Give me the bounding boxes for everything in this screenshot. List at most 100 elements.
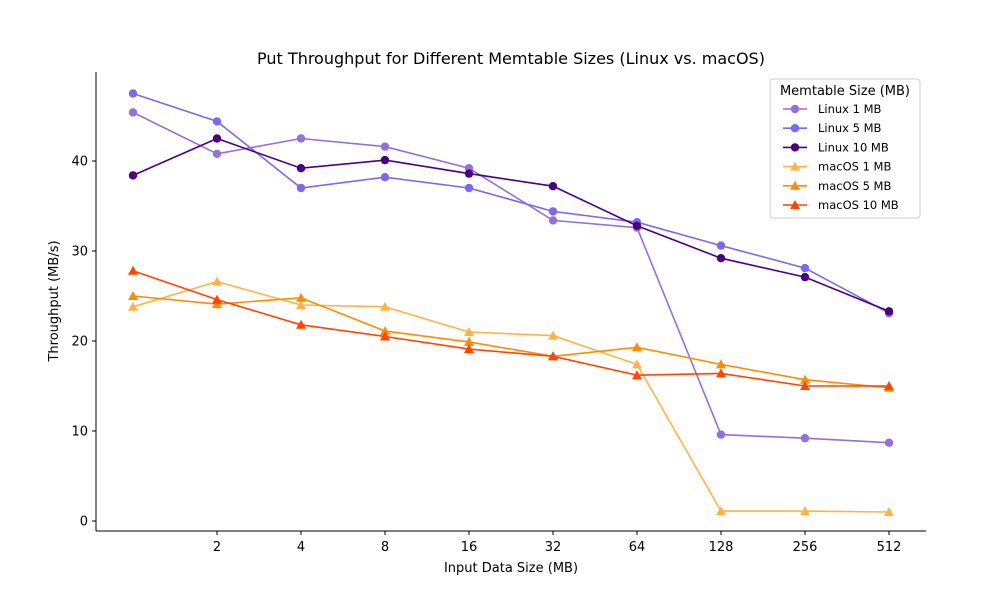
legend-entry: Linux 1 MB <box>783 102 882 116</box>
data-point <box>716 254 726 263</box>
data-point <box>128 89 138 98</box>
data-point <box>800 381 810 390</box>
legend-entries: Linux 1 MB Linux 5 MB Linux 10 MB macOS 1 M… <box>783 102 899 212</box>
data-point <box>800 434 810 443</box>
series-macos-10-mb <box>128 265 894 390</box>
legend-marker <box>790 124 800 133</box>
data-point <box>212 117 222 126</box>
x-tick-label: 4 <box>297 540 305 555</box>
data-point <box>128 108 138 117</box>
legend-entry: macOS 5 MB <box>783 179 891 193</box>
data-point <box>128 291 138 300</box>
legend-entry: macOS 10 MB <box>783 198 899 212</box>
data-point <box>800 263 810 273</box>
data-point <box>884 381 894 390</box>
y-tick-label: 0 <box>80 515 88 530</box>
data-point <box>296 164 306 173</box>
series-line <box>132 280 890 513</box>
data-point <box>212 134 222 143</box>
series-line <box>132 92 890 314</box>
series-macos-5-mb <box>128 291 894 392</box>
data-point <box>800 272 810 282</box>
x-tick-label: 16 <box>461 540 478 555</box>
data-point <box>884 507 894 516</box>
data-point <box>884 438 894 447</box>
series-macos-1-mb <box>128 276 894 516</box>
x-tick-label: 64 <box>629 540 646 555</box>
data-point <box>380 142 390 151</box>
data-point <box>380 301 390 311</box>
legend-label: Linux 1 MB <box>818 102 882 116</box>
data-point <box>884 307 894 316</box>
x-axis-label: Input Data Size (MB) <box>444 561 578 576</box>
data-point <box>716 241 726 250</box>
series-line <box>132 137 890 313</box>
data-point <box>716 506 726 516</box>
data-point <box>716 368 726 378</box>
x-tick-label: 8 <box>381 540 389 555</box>
data-point <box>464 344 474 354</box>
data-point <box>212 294 222 304</box>
data-point <box>128 265 138 275</box>
data-point <box>464 327 474 336</box>
data-point <box>716 359 726 369</box>
series-layer <box>128 89 894 516</box>
x-axis-ticks: 2 4 8 16 32 64 128 256 512 <box>213 531 902 555</box>
legend-label: Linux 10 MB <box>818 140 889 154</box>
data-point <box>128 301 138 311</box>
data-point <box>212 276 222 286</box>
data-point <box>380 331 390 341</box>
y-tick-label: 20 <box>71 335 88 350</box>
series-linux-10-mb <box>128 134 894 316</box>
series-line <box>132 295 890 389</box>
data-point <box>632 370 642 380</box>
legend-entry: Linux 5 MB <box>783 121 882 135</box>
legend-entry: macOS 1 MB <box>783 160 891 174</box>
y-tick-label: 30 <box>71 245 88 260</box>
data-point <box>380 326 390 336</box>
legend-title: Memtable Size (MB) <box>780 84 910 99</box>
data-point <box>128 171 138 180</box>
legend-marker <box>790 104 800 114</box>
data-point <box>296 300 306 309</box>
data-point <box>464 336 474 346</box>
data-point <box>548 207 558 216</box>
data-point <box>548 351 558 361</box>
legend-box <box>769 78 921 219</box>
legend-marker <box>790 180 800 190</box>
legend-marker <box>790 143 800 152</box>
data-point <box>548 182 558 191</box>
data-point <box>632 221 642 230</box>
y-axis-ticks: 0 10 20 30 40 <box>71 155 96 530</box>
series-linux-5-mb <box>128 89 894 318</box>
x-tick-label: 256 <box>793 540 818 555</box>
legend-label: macOS 5 MB <box>818 179 891 193</box>
legend-label: macOS 1 MB <box>818 160 891 174</box>
y-tick-label: 10 <box>71 425 88 440</box>
data-point <box>548 216 558 225</box>
data-point <box>632 359 642 369</box>
y-axis-label: Throughput (MB/s) <box>47 240 62 362</box>
data-point <box>716 430 726 439</box>
x-tick-label: 32 <box>545 540 562 555</box>
data-point <box>632 342 642 352</box>
data-point <box>464 169 474 178</box>
data-point <box>296 319 306 329</box>
data-point <box>296 134 306 143</box>
data-point <box>380 173 390 182</box>
y-tick-label: 40 <box>71 155 88 170</box>
x-tick-label: 128 <box>709 540 734 555</box>
data-point <box>296 292 306 302</box>
data-point <box>548 330 558 340</box>
data-point <box>464 183 474 193</box>
legend-marker <box>790 161 800 171</box>
data-point <box>380 155 390 165</box>
x-tick-label: 512 <box>877 540 902 555</box>
legend-label: Linux 5 MB <box>818 121 882 135</box>
data-point <box>800 506 810 516</box>
series-line <box>132 111 890 444</box>
data-point <box>296 183 306 193</box>
legend-marker <box>790 200 800 209</box>
